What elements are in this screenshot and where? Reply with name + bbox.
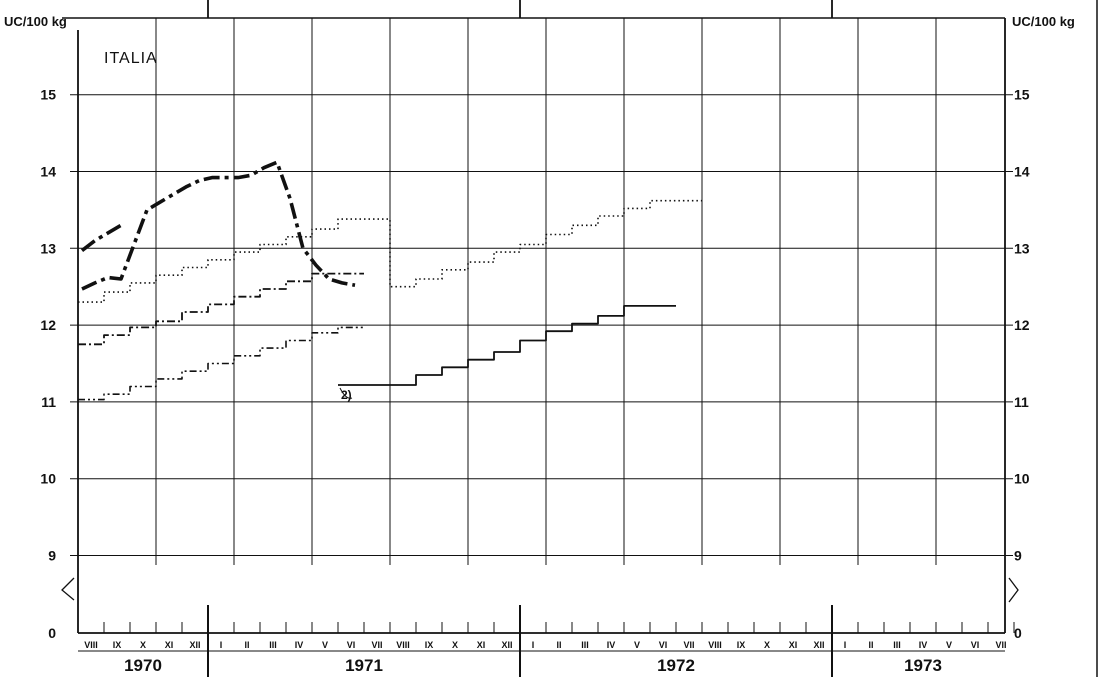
y-tick-label-left: 11 <box>41 394 56 410</box>
month-label: II <box>868 640 873 650</box>
month-label: VIII <box>708 640 722 650</box>
month-label: V <box>946 640 952 650</box>
month-label: VII <box>995 640 1006 650</box>
grid-lines <box>70 0 1015 677</box>
y-tick-label-left: 14 <box>40 164 56 180</box>
note-label: 2) <box>341 388 352 402</box>
y-axis-label-left: UC/100 kg <box>4 14 67 29</box>
y-tick-label-right: 13 <box>1014 240 1030 256</box>
y-tick-label-right: 11 <box>1014 394 1029 410</box>
series-lines <box>78 160 702 401</box>
month-label: VII <box>371 640 382 650</box>
y-tick-label-right: 15 <box>1014 87 1030 103</box>
series-heavy-dash-dot-line <box>80 223 122 253</box>
y-axis-label-right: UC/100 kg <box>1012 14 1075 29</box>
month-label: XII <box>189 640 200 650</box>
axis-break-left-icon <box>61 577 75 601</box>
series-dotted-steps-line <box>78 199 702 303</box>
month-label: X <box>140 640 146 650</box>
y-tick-label-right: 14 <box>1014 164 1030 180</box>
year-labels: 1970 1971 1972 1973 <box>124 656 942 675</box>
month-label: III <box>581 640 589 650</box>
month-label: XI <box>165 640 174 650</box>
month-label: IV <box>919 640 928 650</box>
series-dash-dot-dot-steps-line <box>78 326 364 401</box>
y-tick-label-left: 13 <box>40 240 56 256</box>
month-label: II <box>244 640 249 650</box>
year-label: 1973 <box>904 656 942 675</box>
month-label: I <box>844 640 847 650</box>
month-label: VI <box>971 640 980 650</box>
year-label: 1972 <box>657 656 695 675</box>
month-label: III <box>893 640 901 650</box>
month-label: XII <box>501 640 512 650</box>
month-label: VIII <box>396 640 410 650</box>
month-tick-labels: VIII IX X XI XII I II III IV V VI VII VIII IX X XI XII I I… <box>84 640 1006 650</box>
month-label: XI <box>477 640 486 650</box>
y-tick-label-left: 9 <box>48 548 56 564</box>
note-marker: 2) <box>339 387 353 402</box>
year-label: 1970 <box>124 656 162 675</box>
month-label: V <box>322 640 328 650</box>
month-label: IX <box>425 640 434 650</box>
month-label: I <box>220 640 223 650</box>
y-tick-label-left: 15 <box>40 87 56 103</box>
month-label: VIII <box>84 640 98 650</box>
year-label: 1971 <box>345 656 383 675</box>
series-heavy-dash-dot-line <box>81 160 356 291</box>
series-solid-steps-line <box>338 305 676 386</box>
y-tick-labels: 0 0 9 9 10 10 11 11 12 12 13 13 14 14 15 15 <box>40 87 1029 641</box>
month-label: X <box>452 640 458 650</box>
month-label: I <box>532 640 535 650</box>
month-label: VII <box>683 640 694 650</box>
month-label: V <box>634 640 640 650</box>
month-label: VI <box>347 640 356 650</box>
y-tick-label-right: 9 <box>1014 548 1022 564</box>
y-tick-label-left: 0 <box>48 625 56 641</box>
y-tick-label-right: 12 <box>1014 317 1030 333</box>
month-label: XI <box>789 640 798 650</box>
axis-break-right-icon <box>1008 577 1019 603</box>
y-tick-label-right: 10 <box>1014 471 1030 487</box>
y-tick-label-left: 12 <box>40 317 56 333</box>
month-label: XII <box>813 640 824 650</box>
month-label: X <box>764 640 770 650</box>
y-tick-label-left: 10 <box>40 471 56 487</box>
series-dash-dot-steps-line <box>78 272 364 346</box>
month-label: IX <box>113 640 122 650</box>
month-label: IV <box>295 640 304 650</box>
y-tick-label-right: 0 <box>1014 625 1022 641</box>
month-label: IV <box>607 640 616 650</box>
chart-title: ITALIA <box>104 50 158 67</box>
month-label: IX <box>737 640 746 650</box>
month-label: III <box>269 640 277 650</box>
month-label: II <box>556 640 561 650</box>
month-label: VI <box>659 640 668 650</box>
